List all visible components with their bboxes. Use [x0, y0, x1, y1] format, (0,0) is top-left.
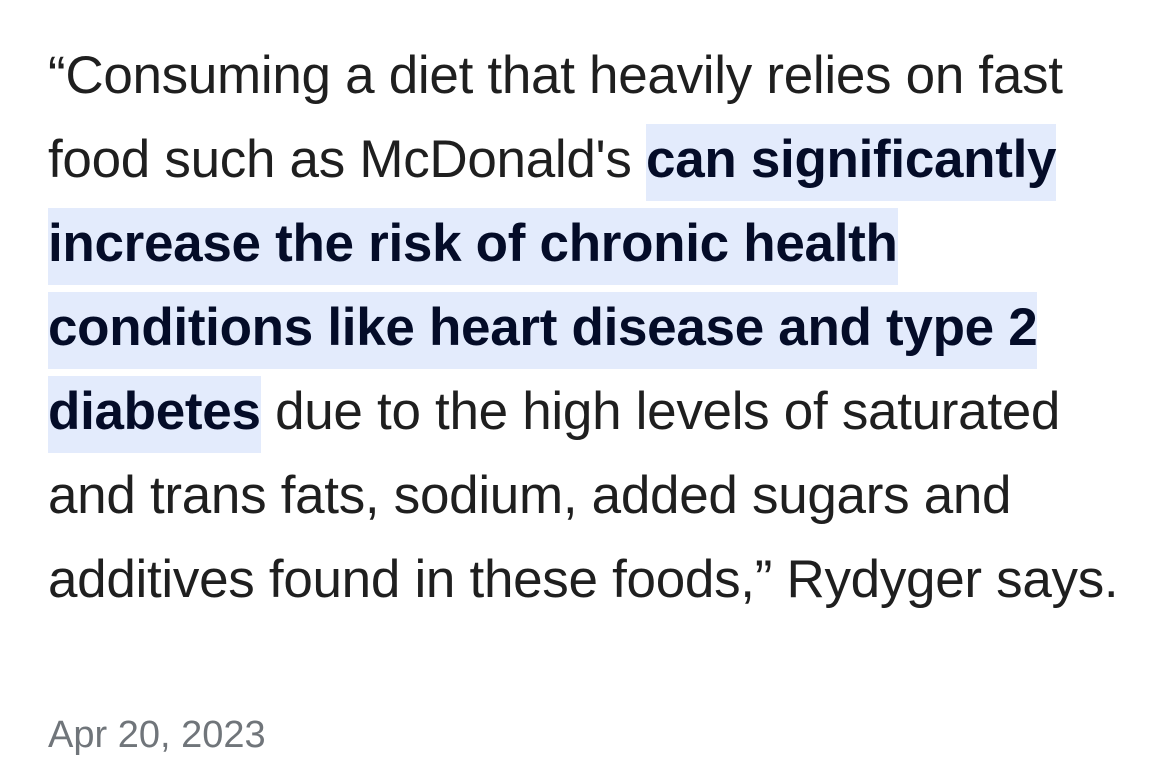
snippet-text-before: “Consuming a diet that heavily relies on…	[48, 46, 1063, 189]
snippet-text: “Consuming a diet that heavily relies on…	[48, 34, 1128, 622]
snippet-text-after: due to the high levels of saturated and …	[48, 382, 1119, 609]
snippet-date: Apr 20, 2023	[48, 714, 266, 756]
